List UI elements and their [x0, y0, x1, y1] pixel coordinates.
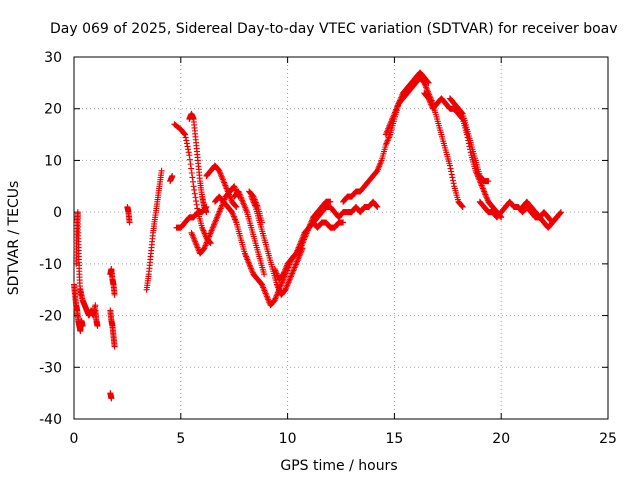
data-point: [203, 203, 210, 210]
data-point-interp: [181, 130, 188, 137]
data-point-interp: [449, 174, 456, 181]
data-point-interp: [450, 180, 457, 187]
y-tick-label: 30: [44, 50, 62, 66]
data-point-interp: [186, 156, 193, 163]
y-tick-label: 20: [44, 102, 62, 118]
data-point-interp: [185, 146, 192, 153]
x-tick-labels: 0 5 10 15 20 25: [70, 431, 617, 447]
data-point-interp: [373, 203, 380, 210]
data-point-interp: [553, 215, 560, 222]
x-tick-label: 25: [599, 431, 617, 447]
x-axis-label: GPS time / hours: [280, 458, 397, 474]
data-point: [459, 203, 466, 210]
data-point-interp: [191, 190, 198, 197]
data-point: [108, 395, 115, 402]
y-tick-label: 0: [53, 205, 62, 221]
data-point-interp: [184, 143, 191, 150]
data-point: [92, 302, 99, 309]
data-point: [207, 240, 214, 247]
data-point-interp: [183, 137, 190, 144]
data-point: [340, 219, 347, 226]
y-axis-label: SDTVAR / TECUs: [6, 181, 22, 296]
data-point-interp: [182, 134, 189, 141]
y-tick-labels: -40 -30 -20 -10 0 10 20 30: [39, 50, 62, 428]
data-point: [126, 219, 133, 226]
data-point-interp: [459, 110, 466, 117]
data-point: [558, 209, 565, 216]
x-tick-label: 20: [492, 431, 510, 447]
data-point-interp: [448, 171, 455, 178]
data-point-interp: [557, 209, 564, 216]
axis-ticks: [73, 56, 609, 420]
data-point-interp: [189, 174, 196, 181]
y-tick-label: -10: [39, 257, 62, 273]
data-point: [261, 271, 268, 278]
data-point: [553, 214, 560, 221]
x-tick-label: 15: [385, 431, 403, 447]
data-point-interp: [193, 198, 200, 205]
data-point-interp: [188, 165, 195, 172]
data-point-interp: [449, 177, 456, 184]
grid-lines: [74, 57, 608, 419]
y-tick-label: 10: [44, 153, 62, 169]
data-point: [94, 322, 101, 329]
data-point: [327, 198, 334, 205]
data-point: [374, 203, 381, 210]
data-point-interp: [187, 161, 194, 168]
data-point-interp: [190, 178, 197, 185]
data-point: [111, 291, 118, 298]
chart-title: Day 069 of 2025, Sidereal Day-to-day VTE…: [50, 21, 618, 37]
data-point-interp: [192, 194, 199, 201]
y-tick-label: -20: [39, 309, 62, 325]
y-tick-label: -40: [39, 412, 62, 428]
data-point: [182, 131, 189, 138]
data-point-interp: [448, 168, 455, 175]
data-point: [158, 167, 165, 174]
data-point-interp: [232, 203, 239, 210]
data-point-interp: [202, 204, 209, 211]
x-tick-label: 0: [70, 431, 79, 447]
data-points: [71, 69, 565, 402]
data-point-interp: [191, 186, 198, 193]
data-point-interp: [459, 203, 466, 210]
data-point-interp: [193, 201, 200, 208]
data-point: [233, 203, 240, 210]
data-point-interp: [185, 149, 192, 156]
data-point: [79, 322, 86, 329]
data-point: [446, 162, 453, 169]
data-point-interp: [188, 169, 195, 176]
data-point: [190, 183, 197, 190]
data-point: [485, 178, 492, 185]
plot-frame: [73, 56, 609, 420]
y-tick-label: -30: [39, 360, 62, 376]
x-tick-label: 10: [279, 431, 297, 447]
data-point: [111, 343, 118, 350]
data-point-interp: [183, 140, 190, 147]
data-point-interp: [447, 165, 454, 172]
data-point: [169, 172, 176, 179]
x-tick-label: 5: [176, 431, 185, 447]
data-point: [186, 152, 193, 159]
